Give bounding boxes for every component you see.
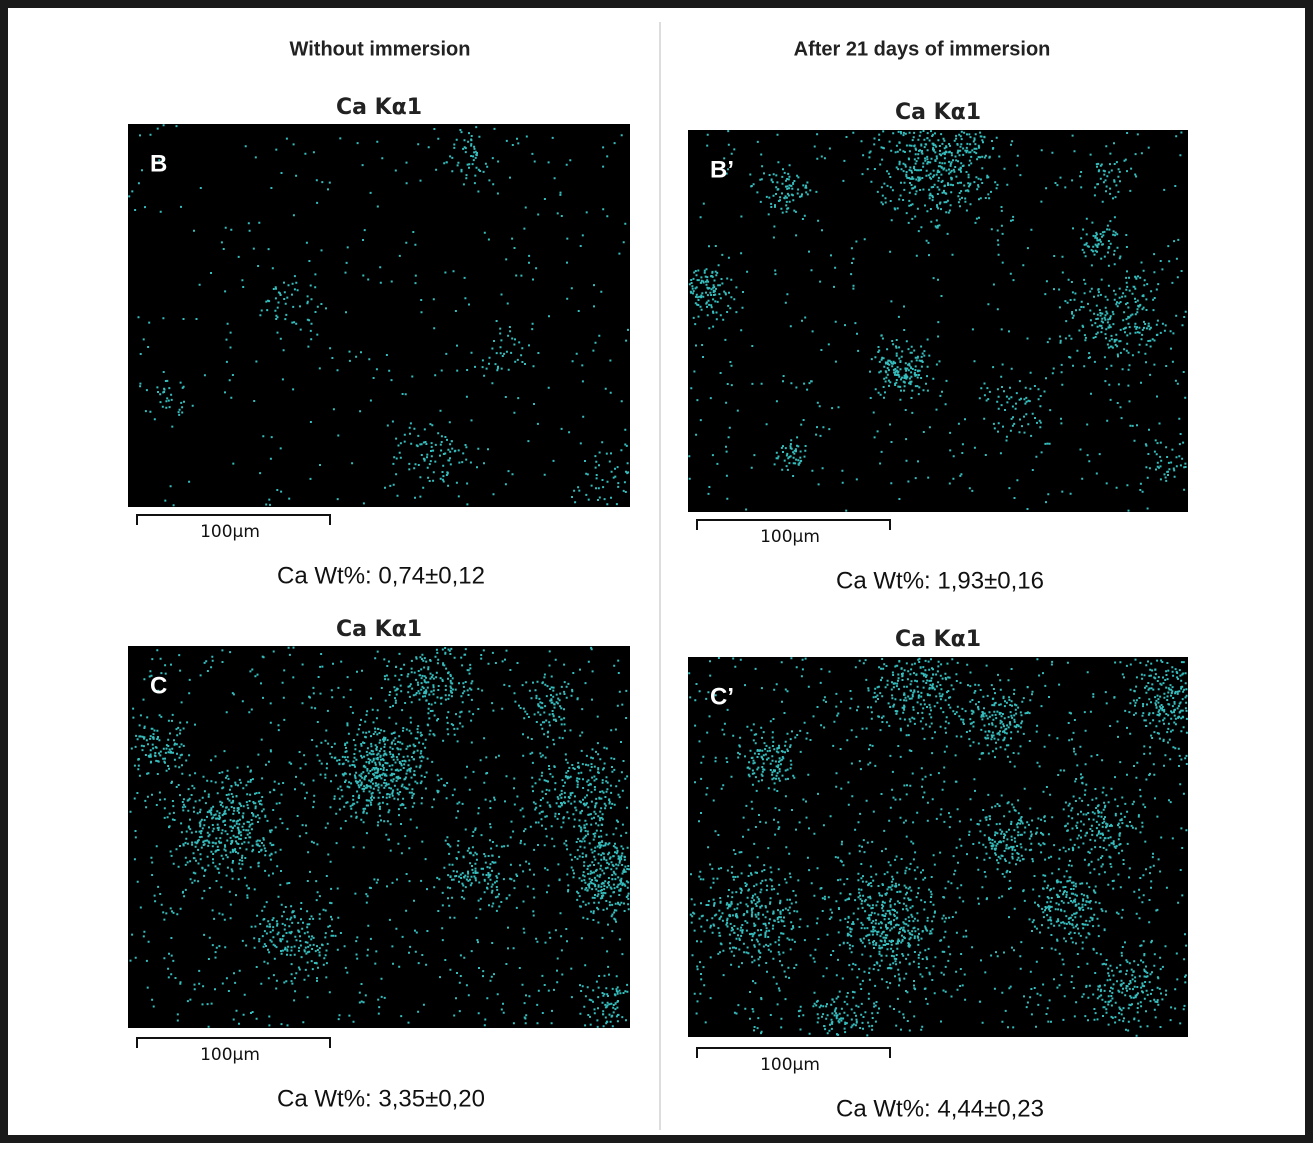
ca-map — [688, 657, 1188, 1037]
scale-bar — [696, 519, 891, 530]
scale-bar-label: 100µm — [200, 522, 260, 542]
caption: Ca Wt%: 3,35±0,20 — [277, 1085, 485, 1112]
ca-map-dots — [129, 646, 630, 1028]
panel-label: B’ — [710, 156, 734, 183]
caption: Ca Wt%: 0,74±0,12 — [277, 562, 485, 589]
panel-title: Ca Kα1 — [336, 617, 422, 642]
scale-bar — [696, 1047, 891, 1058]
caption: Ca Wt%: 4,44±0,23 — [836, 1095, 1044, 1122]
panel-title: Ca Kα1 — [895, 100, 981, 125]
column-heading: Without immersion — [290, 38, 471, 60]
ca-map-dots — [688, 130, 1187, 512]
scale-bar-label: 100µm — [200, 1045, 260, 1065]
caption: Ca Wt%: 1,93±0,16 — [836, 567, 1044, 594]
column-heading: After 21 days of immersion — [794, 38, 1051, 60]
panel-label: C — [150, 672, 167, 699]
scale-bar — [136, 1037, 331, 1048]
panel-title: Ca Kα1 — [336, 95, 422, 120]
panel-label: C’ — [710, 683, 734, 710]
scale-bar-label: 100µm — [760, 1055, 820, 1075]
panel-label: B — [150, 150, 167, 177]
ca-map — [128, 124, 630, 507]
panel-title: Ca Kα1 — [895, 627, 981, 652]
scale-bar-label: 100µm — [760, 527, 820, 547]
scale-bar — [136, 514, 331, 525]
